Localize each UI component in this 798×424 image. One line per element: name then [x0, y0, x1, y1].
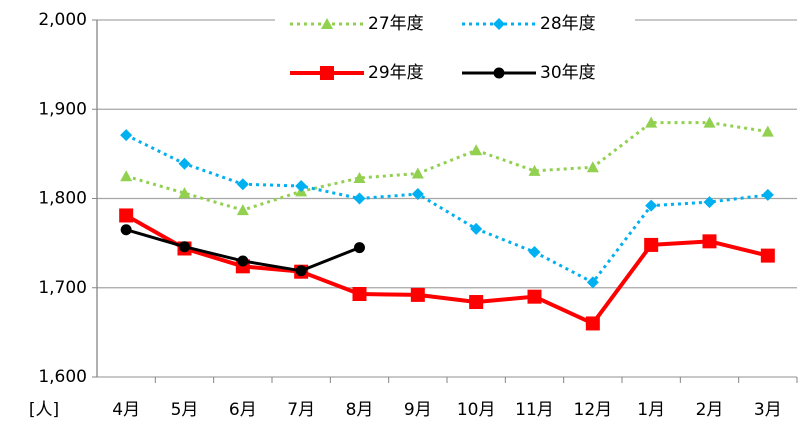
x-tick-label: 9月: [404, 400, 432, 420]
y-tick-label: 1,600: [38, 367, 87, 387]
marker: [236, 204, 249, 216]
legend-label: 29年度: [368, 63, 424, 83]
series-line: [125, 133, 769, 284]
marker: [411, 167, 424, 179]
marker: [469, 295, 484, 310]
series-line: [125, 213, 769, 326]
x-tick-label: 5月: [171, 400, 199, 420]
x-tick-label: 7月: [287, 400, 315, 420]
marker: [585, 316, 600, 331]
marker: [320, 66, 334, 80]
x-tick-label: 11月: [515, 400, 554, 420]
marker: [703, 196, 716, 209]
legend-item: 28年度: [462, 14, 596, 34]
x-tick-label: 12月: [574, 400, 613, 420]
marker: [178, 157, 191, 170]
marker: [353, 192, 366, 205]
marker: [236, 178, 249, 191]
marker: [586, 161, 599, 173]
series-line: [125, 121, 769, 212]
marker: [411, 188, 424, 201]
marker: [528, 164, 541, 176]
marker: [645, 199, 658, 212]
y-tick-label: 1,900: [38, 99, 87, 119]
legend-box: [275, 4, 635, 94]
x-tick-label: 2月: [696, 400, 724, 420]
marker: [179, 241, 190, 253]
marker: [761, 188, 774, 201]
marker: [493, 67, 505, 79]
marker: [527, 289, 542, 304]
marker: [470, 222, 483, 235]
marker: [493, 18, 505, 30]
legend: 27年度 28年度 29年度 30年度: [275, 4, 635, 94]
marker: [321, 18, 333, 29]
marker: [528, 246, 541, 259]
marker: [760, 248, 775, 263]
marker: [410, 287, 425, 302]
marker: [120, 170, 133, 182]
marker: [120, 224, 132, 236]
y-tick-label: 1,800: [38, 189, 87, 209]
legend-item: 29年度: [290, 63, 424, 83]
x-tick-label: 4月: [112, 400, 140, 420]
marker: [120, 129, 133, 142]
legend-label: 27年度: [368, 14, 424, 34]
marker: [295, 265, 307, 277]
marker: [703, 116, 716, 128]
legend-label: 30年度: [540, 63, 596, 83]
marker: [470, 144, 483, 156]
legend-label: 28年度: [540, 14, 596, 34]
legend-item: 30年度: [462, 63, 596, 83]
x-tick-label: 6月: [229, 400, 257, 420]
x-tick-label: 10月: [457, 400, 496, 420]
marker: [353, 171, 366, 183]
marker: [354, 242, 365, 254]
marker: [644, 237, 659, 252]
x-tick-label: 3月: [754, 400, 782, 420]
marker: [237, 255, 249, 267]
x-tick-label: 1月: [637, 400, 665, 420]
legend-item: 27年度: [290, 14, 424, 34]
marker: [119, 208, 134, 223]
marker: [586, 276, 599, 289]
marker: [702, 234, 717, 249]
marker: [761, 125, 774, 137]
y-axis-unit: [人]: [29, 400, 59, 420]
marker: [352, 286, 367, 301]
marker: [645, 116, 658, 128]
y-tick-label: 2,000: [38, 10, 87, 30]
x-tick-label: 8月: [346, 400, 374, 420]
y-tick-label: 1,700: [38, 278, 87, 298]
marker: [295, 180, 308, 193]
marker: [178, 187, 191, 199]
